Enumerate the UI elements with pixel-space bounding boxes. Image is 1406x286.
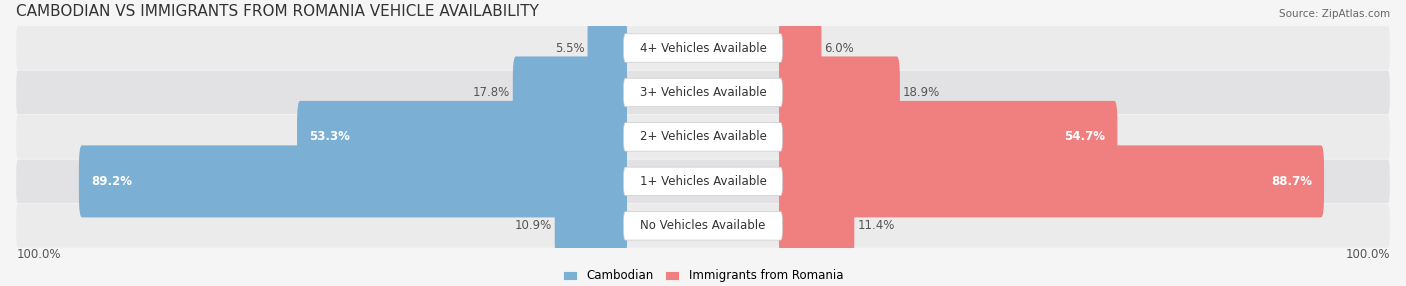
Text: 10.9%: 10.9% xyxy=(515,219,551,232)
FancyBboxPatch shape xyxy=(17,26,1389,70)
Text: CAMBODIAN VS IMMIGRANTS FROM ROMANIA VEHICLE AVAILABILITY: CAMBODIAN VS IMMIGRANTS FROM ROMANIA VEH… xyxy=(17,4,538,19)
FancyBboxPatch shape xyxy=(513,56,627,128)
Text: No Vehicles Available: No Vehicles Available xyxy=(640,219,766,232)
Text: 4+ Vehicles Available: 4+ Vehicles Available xyxy=(640,41,766,55)
FancyBboxPatch shape xyxy=(623,212,783,240)
Text: 18.9%: 18.9% xyxy=(903,86,941,99)
FancyBboxPatch shape xyxy=(17,71,1389,114)
FancyBboxPatch shape xyxy=(779,190,855,262)
FancyBboxPatch shape xyxy=(297,101,627,173)
Text: 17.8%: 17.8% xyxy=(472,86,510,99)
Text: 100.0%: 100.0% xyxy=(17,248,60,261)
FancyBboxPatch shape xyxy=(17,115,1389,159)
FancyBboxPatch shape xyxy=(79,145,627,217)
Text: 5.5%: 5.5% xyxy=(555,41,585,55)
FancyBboxPatch shape xyxy=(588,12,627,84)
Text: Source: ZipAtlas.com: Source: ZipAtlas.com xyxy=(1278,9,1389,19)
FancyBboxPatch shape xyxy=(779,101,1118,173)
FancyBboxPatch shape xyxy=(623,167,783,196)
Text: 1+ Vehicles Available: 1+ Vehicles Available xyxy=(640,175,766,188)
FancyBboxPatch shape xyxy=(779,56,900,128)
Text: 53.3%: 53.3% xyxy=(309,130,350,144)
Text: 6.0%: 6.0% xyxy=(824,41,855,55)
FancyBboxPatch shape xyxy=(779,145,1324,217)
Text: 89.2%: 89.2% xyxy=(91,175,132,188)
Text: 100.0%: 100.0% xyxy=(1346,248,1389,261)
FancyBboxPatch shape xyxy=(17,160,1389,203)
Text: 88.7%: 88.7% xyxy=(1271,175,1312,188)
Text: 2+ Vehicles Available: 2+ Vehicles Available xyxy=(640,130,766,144)
FancyBboxPatch shape xyxy=(779,12,821,84)
Text: 11.4%: 11.4% xyxy=(858,219,894,232)
Text: 54.7%: 54.7% xyxy=(1064,130,1105,144)
FancyBboxPatch shape xyxy=(623,123,783,151)
FancyBboxPatch shape xyxy=(17,204,1389,248)
FancyBboxPatch shape xyxy=(623,34,783,62)
Legend: Cambodian, Immigrants from Romania: Cambodian, Immigrants from Romania xyxy=(562,269,844,282)
FancyBboxPatch shape xyxy=(623,78,783,107)
FancyBboxPatch shape xyxy=(555,190,627,262)
Text: 3+ Vehicles Available: 3+ Vehicles Available xyxy=(640,86,766,99)
